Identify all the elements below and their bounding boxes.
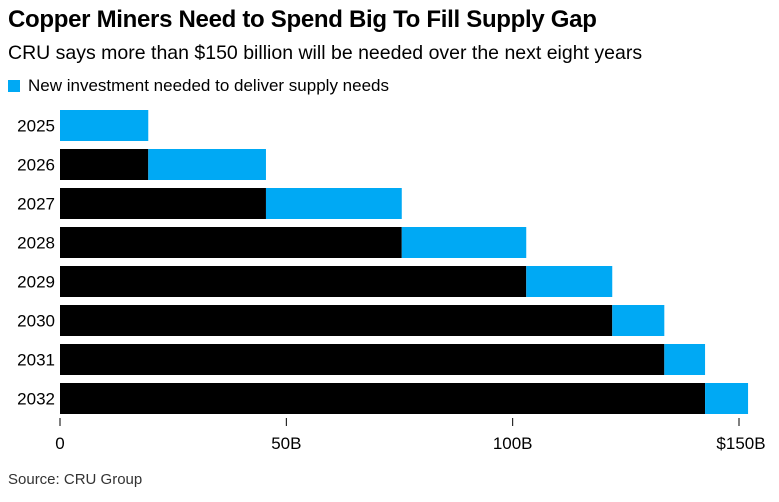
bars (60, 110, 749, 414)
bar-new-investment-2027 (265, 188, 402, 219)
category-label-2031: 2031 (17, 351, 55, 370)
bar-cumulative-2030 (60, 305, 613, 336)
category-labels: 2025 2026 2027 2028 2029 2030 2031 2032 (17, 117, 55, 409)
bar-cumulative-2029 (60, 266, 527, 297)
x-tick-label-100: 100B (493, 434, 533, 453)
source-note: Source: CRU Group (8, 471, 143, 488)
legend-label-new-investment: New investment needed to deliver supply … (28, 76, 389, 95)
x-tick-label-150: $150B (716, 434, 765, 453)
bar-new-investment-2029 (526, 266, 613, 297)
category-label-2026: 2026 (17, 156, 55, 175)
category-label-2029: 2029 (17, 273, 55, 292)
bar-new-investment-2030 (612, 305, 665, 336)
x-tick-label-50: 50B (271, 434, 301, 453)
bar-cumulative-2026 (60, 149, 149, 180)
x-tick-label-0: 0 (55, 434, 64, 453)
x-axis: 0 50B 100B $150B (55, 418, 766, 453)
bar-new-investment-2032 (705, 383, 749, 414)
category-label-2025: 2025 (17, 117, 55, 136)
bar-cumulative-2027 (60, 188, 266, 219)
chart-subtitle: CRU says more than $150 billion will be … (8, 42, 643, 64)
bar-cumulative-2032 (60, 383, 706, 414)
category-label-2030: 2030 (17, 312, 55, 331)
category-label-2032: 2032 (17, 390, 55, 409)
category-label-2027: 2027 (17, 195, 55, 214)
bar-cumulative-2028 (60, 227, 402, 258)
bar-new-investment-2026 (148, 149, 266, 180)
category-label-2028: 2028 (17, 234, 55, 253)
chart-title: Copper Miners Need to Spend Big To Fill … (8, 6, 597, 33)
legend-swatch-new-investment (8, 80, 20, 92)
bar-new-investment-2025 (60, 110, 149, 141)
bar-new-investment-2031 (664, 344, 706, 375)
bar-new-investment-2028 (401, 227, 527, 258)
bar-cumulative-2031 (60, 344, 665, 375)
legend: New investment needed to deliver supply … (8, 76, 389, 96)
